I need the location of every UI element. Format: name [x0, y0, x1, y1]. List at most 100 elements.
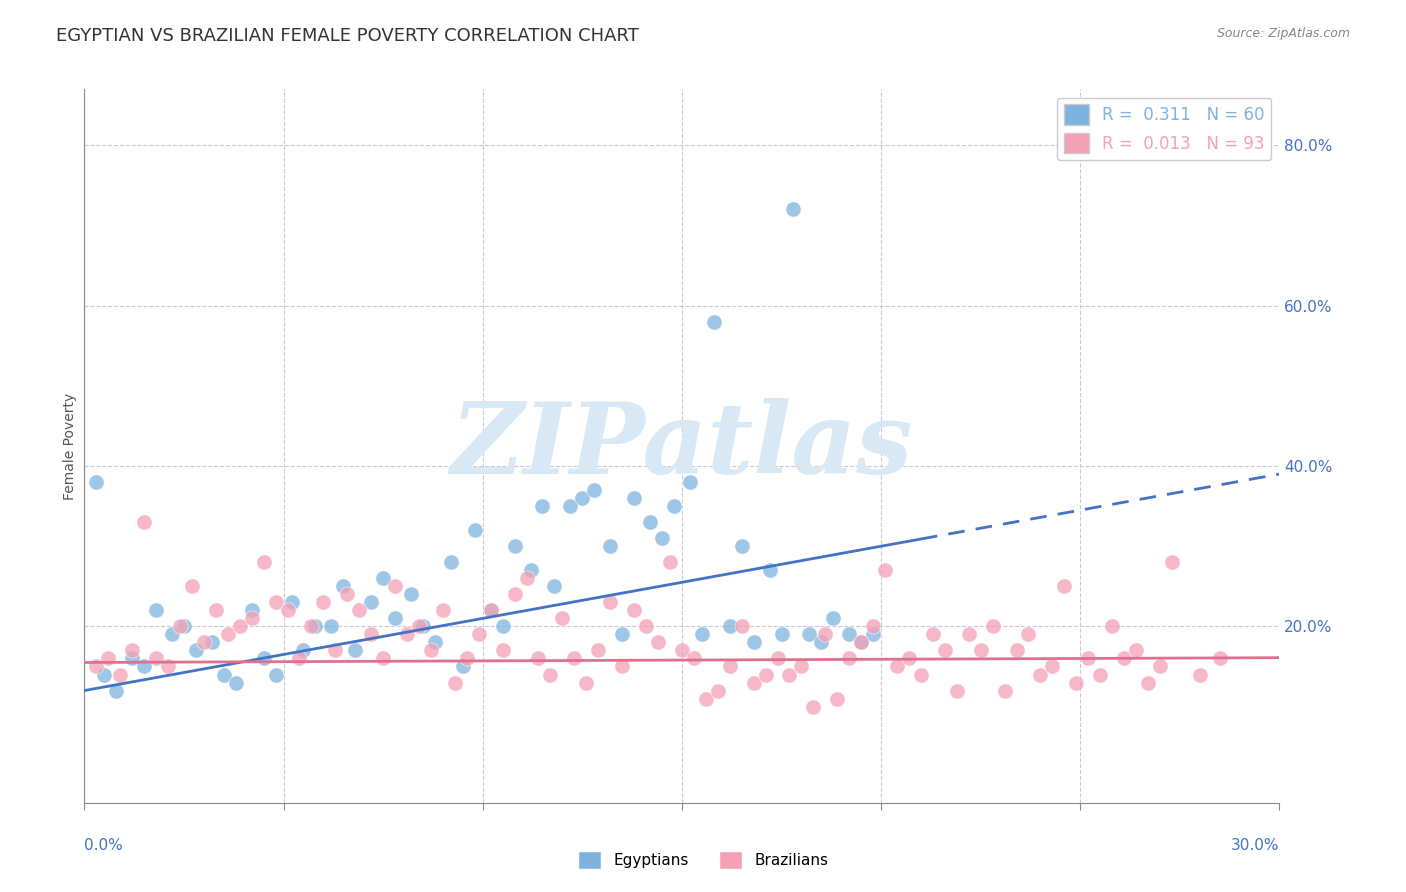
- Point: [516, 571, 538, 585]
- Point: [1040, 659, 1064, 673]
- Point: [799, 627, 821, 641]
- Point: [253, 651, 276, 665]
- Point: [384, 579, 406, 593]
- Point: [201, 635, 224, 649]
- Point: [651, 531, 673, 545]
- Point: [412, 619, 434, 633]
- Point: [253, 555, 276, 569]
- Point: [679, 475, 702, 489]
- Point: [862, 627, 884, 641]
- Point: [583, 483, 606, 497]
- Text: 0.0%: 0.0%: [84, 838, 124, 854]
- Point: [464, 523, 486, 537]
- Point: [922, 627, 945, 641]
- Point: [571, 491, 593, 505]
- Point: [492, 643, 515, 657]
- Point: [184, 643, 207, 657]
- Point: [766, 651, 789, 665]
- Point: [1066, 675, 1088, 690]
- Point: [658, 555, 681, 569]
- Point: [1188, 667, 1211, 681]
- Point: [662, 499, 685, 513]
- Point: [93, 667, 115, 681]
- Point: [432, 603, 454, 617]
- Point: [1029, 667, 1052, 681]
- Point: [731, 539, 754, 553]
- Point: [228, 619, 252, 633]
- Point: [408, 619, 430, 633]
- Point: [690, 627, 713, 641]
- Point: [323, 643, 347, 657]
- Point: [981, 619, 1004, 633]
- Point: [779, 667, 801, 681]
- Point: [344, 643, 367, 657]
- Point: [599, 539, 621, 553]
- Point: [683, 651, 704, 665]
- Legend: Egyptians, Brazilians: Egyptians, Brazilians: [572, 845, 834, 875]
- Point: [503, 539, 526, 553]
- Point: [360, 595, 382, 609]
- Point: [336, 587, 359, 601]
- Point: [957, 627, 980, 641]
- Point: [849, 635, 872, 649]
- Point: [814, 627, 837, 641]
- Point: [823, 611, 845, 625]
- Point: [205, 603, 228, 617]
- Point: [934, 643, 956, 657]
- Point: [217, 627, 239, 641]
- Point: [695, 691, 717, 706]
- Point: [145, 603, 167, 617]
- Point: [384, 611, 406, 625]
- Point: [145, 651, 167, 665]
- Text: EGYPTIAN VS BRAZILIAN FEMALE POVERTY CORRELATION CHART: EGYPTIAN VS BRAZILIAN FEMALE POVERTY COR…: [56, 27, 640, 45]
- Point: [1114, 651, 1136, 665]
- Point: [396, 627, 419, 641]
- Point: [897, 651, 920, 665]
- Point: [647, 635, 669, 649]
- Point: [423, 635, 446, 649]
- Point: [121, 643, 143, 657]
- Point: [105, 683, 128, 698]
- Point: [503, 587, 526, 601]
- Point: [360, 627, 382, 641]
- Point: [543, 579, 565, 593]
- Point: [304, 619, 326, 633]
- Point: [623, 603, 645, 617]
- Point: [193, 635, 215, 649]
- Point: [301, 619, 323, 633]
- Point: [479, 603, 502, 617]
- Point: [838, 627, 860, 641]
- Point: [440, 555, 463, 569]
- Point: [849, 635, 872, 649]
- Point: [157, 659, 180, 673]
- Point: [86, 475, 108, 489]
- Point: [993, 683, 1015, 698]
- Point: [467, 627, 491, 641]
- Point: [280, 595, 302, 609]
- Point: [827, 691, 849, 706]
- Point: [264, 595, 287, 609]
- Point: [479, 603, 502, 617]
- Text: 30.0%: 30.0%: [1232, 838, 1279, 854]
- Point: [132, 659, 156, 673]
- Point: [886, 659, 908, 673]
- Point: [527, 651, 550, 665]
- Point: [173, 619, 195, 633]
- Point: [742, 635, 765, 649]
- Point: [742, 675, 765, 690]
- Point: [419, 643, 441, 657]
- Point: [371, 651, 394, 665]
- Point: [838, 651, 860, 665]
- Point: [240, 611, 263, 625]
- Point: [1137, 675, 1160, 690]
- Point: [169, 619, 191, 633]
- Point: [225, 675, 247, 690]
- Point: [671, 643, 693, 657]
- Point: [519, 563, 541, 577]
- Point: [1160, 555, 1182, 569]
- Point: [638, 515, 661, 529]
- Y-axis label: Female Poverty: Female Poverty: [63, 392, 77, 500]
- Point: [1077, 651, 1099, 665]
- Point: [731, 619, 754, 633]
- Point: [875, 563, 897, 577]
